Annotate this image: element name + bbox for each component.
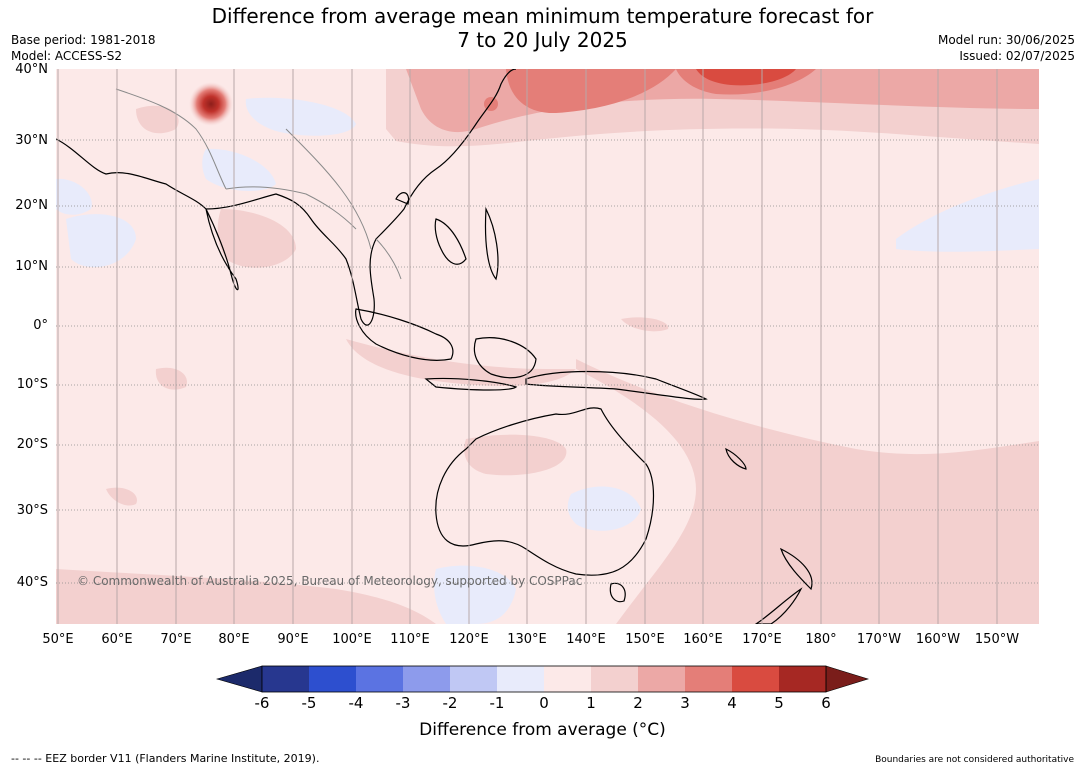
lon-label: 170°E [742, 632, 782, 647]
cool-patch-southern [434, 565, 516, 624]
cool-patch-india [202, 148, 276, 191]
colorbar-under-arrow [215, 665, 263, 693]
lat-label: 10°S [16, 377, 48, 392]
colorbar-tick: -1 [489, 694, 505, 712]
lat-gridlines [56, 139, 1039, 584]
colorbar [215, 665, 870, 693]
colorbar-swatch [403, 666, 450, 692]
lon-label: 170°W [856, 632, 902, 647]
lon-label: 140°E [566, 632, 606, 647]
colorbar-tick: 6 [821, 694, 831, 712]
colorbar-tick: -6 [254, 694, 270, 712]
colorbar-label: Difference from average (°C) [419, 720, 666, 740]
meta-right: Model run: 30/06/2025 Issued: 02/07/2025 [938, 32, 1075, 64]
lon-label: 60°E [101, 632, 133, 647]
lon-label: 110°E [390, 632, 430, 647]
colorbar-swatch [262, 666, 309, 692]
colorbar-tick: 4 [727, 694, 737, 712]
colorbar-swatch [356, 666, 403, 692]
model-name: Model: ACCESS-S2 [11, 49, 123, 63]
colorbar-tick: 5 [774, 694, 784, 712]
base-period: Base period: 1981-2018 [11, 33, 156, 47]
colorbar-swatch [591, 666, 638, 692]
lon-label: 150°W [974, 632, 1020, 647]
colorbar-tick: 1 [586, 694, 596, 712]
colorbar-swatch [309, 666, 356, 692]
colorbar-swatch [685, 666, 732, 692]
colorbar-swatch [544, 666, 591, 692]
lon-label: 150°E [625, 632, 665, 647]
title-line-1: Difference from average mean minimum tem… [211, 4, 874, 28]
lon-label: 160°W [915, 632, 961, 647]
lat-label: 0° [33, 318, 48, 333]
colorbar-tick: -4 [348, 694, 364, 712]
colorbar-tick: -2 [442, 694, 458, 712]
lat-label: 10°N [15, 259, 48, 274]
colorbar-swatch [638, 666, 685, 692]
model-run: Model run: 30/06/2025 [937, 33, 1075, 47]
australia-outline [435, 407, 655, 576]
cool-patch-tibet [245, 97, 356, 136]
lon-label: 90°E [277, 632, 309, 647]
coastlines [56, 69, 813, 624]
hot-spot [189, 82, 233, 126]
colorbar-swatch [497, 666, 544, 692]
lat-label: 30°N [15, 133, 48, 148]
warm-band-southern-ocean [56, 569, 436, 624]
colorbar-swatch [779, 666, 826, 692]
borders [115, 88, 402, 280]
lon-label: 50°E [42, 632, 74, 647]
colorbar-tick: 2 [633, 694, 643, 712]
lon-label: 70°E [160, 632, 192, 647]
warm-patch-japan-sea [506, 69, 676, 114]
colorbar-tick: -3 [395, 694, 411, 712]
boundaries-note: Boundaries are not considered authoritat… [875, 755, 1074, 765]
title-line-2: 7 to 20 July 2025 [457, 28, 628, 52]
lat-label: 20°N [15, 198, 48, 213]
colorbar-tick: 0 [539, 694, 549, 712]
lon-label: 130°E [507, 632, 547, 647]
lon-label: 100°E [332, 632, 372, 647]
colorbar-swatch [732, 666, 779, 692]
issued-date: Issued: 02/07/2025 [959, 49, 1075, 63]
lat-label: 40°N [15, 62, 48, 77]
colorbar-swatch [450, 666, 497, 692]
copyright-credit: © Commonwealth of Australia 2025, Bureau… [77, 574, 583, 588]
colorbar-over-arrow [825, 665, 870, 693]
cool-patch-central-pacific [896, 179, 1039, 252]
lat-label: 20°S [16, 437, 48, 452]
lon-gridlines [57, 69, 998, 624]
lon-label: 80°E [218, 632, 250, 647]
meta-left: Base period: 1981-2018 Model: ACCESS-S2 [11, 32, 156, 64]
eez-legend: -- -- -- EEZ border V11 (Flanders Marine… [11, 752, 320, 765]
map-title: Difference from average mean minimum tem… [0, 4, 1085, 52]
colorbar-tick: 3 [680, 694, 690, 712]
warm-region-tasman [576, 359, 1039, 624]
lon-label: 180° [805, 632, 837, 647]
lon-label: 160°E [683, 632, 723, 647]
lat-label: 30°S [16, 503, 48, 518]
colorbar-tick: -5 [301, 694, 317, 712]
lat-label: 40°S [16, 575, 48, 590]
map-canvas [56, 69, 1039, 624]
lon-label: 120°E [449, 632, 489, 647]
